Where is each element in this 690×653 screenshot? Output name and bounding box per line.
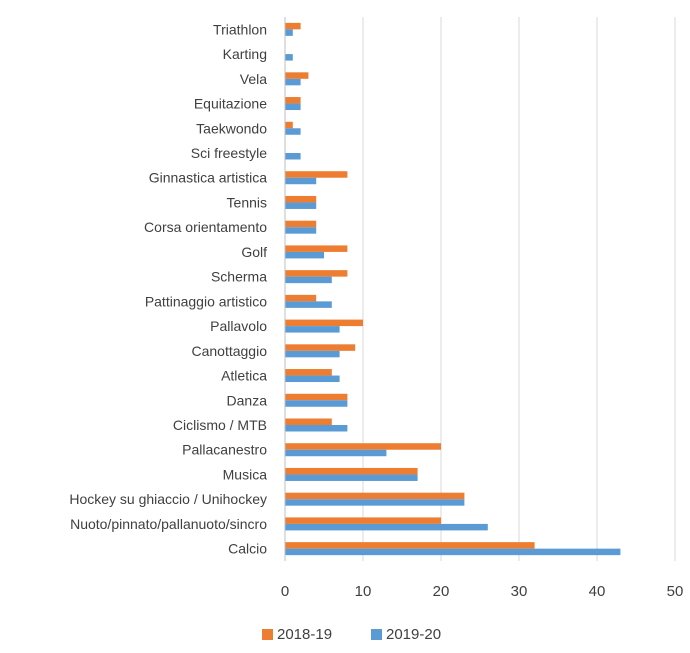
category-label: Pattinaggio artistico — [145, 293, 267, 309]
category-label: Danza — [227, 392, 268, 408]
tick-labels: 0 10 20 30 40 50 — [281, 583, 684, 600]
bar-2019-20-3 — [285, 103, 301, 111]
bar-2019-20-19 — [285, 499, 465, 506]
bar-2019-20-2 — [285, 78, 301, 86]
legend-label: 2019-20 — [386, 626, 441, 643]
category-label: Atletica — [221, 368, 267, 384]
bar-2018-19-19 — [285, 492, 465, 500]
bar-2019-20-7 — [285, 202, 317, 209]
bar-2018-19-18 — [285, 467, 418, 475]
bar-2019-20-21 — [285, 548, 621, 556]
bar-2018-19-12 — [285, 319, 363, 327]
category-label: Musica — [223, 466, 268, 482]
category-label: Hockey su ghiaccio / Unihockey — [69, 491, 267, 507]
bar-2019-20-8 — [285, 227, 317, 234]
legend-swatch-1 — [371, 629, 382, 640]
bar-2018-19-21 — [285, 542, 535, 549]
bar-2018-19-13 — [285, 344, 356, 351]
bar-2019-20-17 — [285, 449, 387, 457]
category-label: Scherma — [211, 269, 267, 285]
category-label: Ginnastica artistica — [149, 170, 267, 186]
legend-swatch-0 — [262, 629, 273, 640]
bar-2019-20-10 — [285, 276, 332, 284]
bar-2018-19-2 — [285, 72, 309, 79]
bar-2018-19-17 — [285, 443, 441, 450]
category-label: Corsa orientamento — [144, 219, 267, 235]
bar-2019-20-12 — [285, 326, 340, 333]
bar-2019-20-11 — [285, 301, 332, 308]
x-tick-label: 10 — [355, 583, 372, 600]
category-label: Vela — [240, 71, 267, 87]
category-labels: Triathlon Karting Vela Equitazione Taekwondo… — [69, 21, 267, 556]
category-label: Taekwondo — [196, 120, 267, 136]
bar-2018-19-3 — [285, 97, 301, 104]
bar-2018-19-10 — [285, 270, 348, 277]
category-label: Equitazione — [194, 96, 267, 112]
x-tick-label: 50 — [667, 583, 684, 600]
legend: 2018-19 2019-20 — [262, 626, 441, 643]
bar-2019-20-15 — [285, 400, 348, 407]
category-label: Pallacanestro — [182, 442, 267, 458]
category-label: Tennis — [227, 194, 267, 210]
legend-label: 2018-19 — [277, 626, 332, 643]
bar-2018-19-0 — [285, 22, 301, 30]
bar-2018-19-11 — [285, 294, 317, 302]
bar-2019-20-6 — [285, 177, 317, 185]
bar-2019-20-0 — [285, 29, 293, 36]
bar-2018-19-9 — [285, 245, 348, 252]
bar-2019-20-5 — [285, 153, 301, 160]
category-label: Calcio — [228, 541, 267, 557]
x-tick-label: 40 — [589, 583, 606, 600]
bar-2019-20-1 — [285, 54, 293, 61]
category-label: Karting — [223, 46, 267, 62]
bar-2018-19-20 — [285, 517, 441, 524]
bar-2018-19-15 — [285, 393, 348, 401]
bar-2018-19-7 — [285, 195, 317, 203]
category-label: Triathlon — [213, 21, 267, 37]
bar-2018-19-16 — [285, 418, 332, 425]
bar-2019-20-16 — [285, 425, 348, 432]
bar-2019-20-18 — [285, 474, 418, 481]
bar-2019-20-4 — [285, 128, 301, 135]
bar-2019-20-14 — [285, 375, 340, 383]
bar-2019-20-9 — [285, 251, 324, 259]
category-label: Golf — [241, 244, 267, 260]
x-tick-label: 20 — [433, 583, 450, 600]
x-tick-label: 0 — [281, 583, 289, 600]
bars — [285, 22, 621, 556]
x-tick-label: 30 — [511, 583, 528, 600]
bar-2018-19-14 — [285, 369, 332, 376]
category-label: Ciclismo / MTB — [173, 417, 267, 433]
bar-2018-19-8 — [285, 220, 317, 228]
category-label: Nuoto/pinnato/pallanuoto/sincro — [70, 516, 267, 532]
bar-2018-19-6 — [285, 171, 348, 178]
bar-2019-20-20 — [285, 523, 488, 531]
category-label: Canottaggio — [191, 343, 267, 359]
category-label: Pallavolo — [210, 318, 267, 334]
bar-2018-19-4 — [285, 121, 293, 129]
bar-2019-20-13 — [285, 350, 340, 358]
category-label: Sci freestyle — [191, 145, 267, 161]
